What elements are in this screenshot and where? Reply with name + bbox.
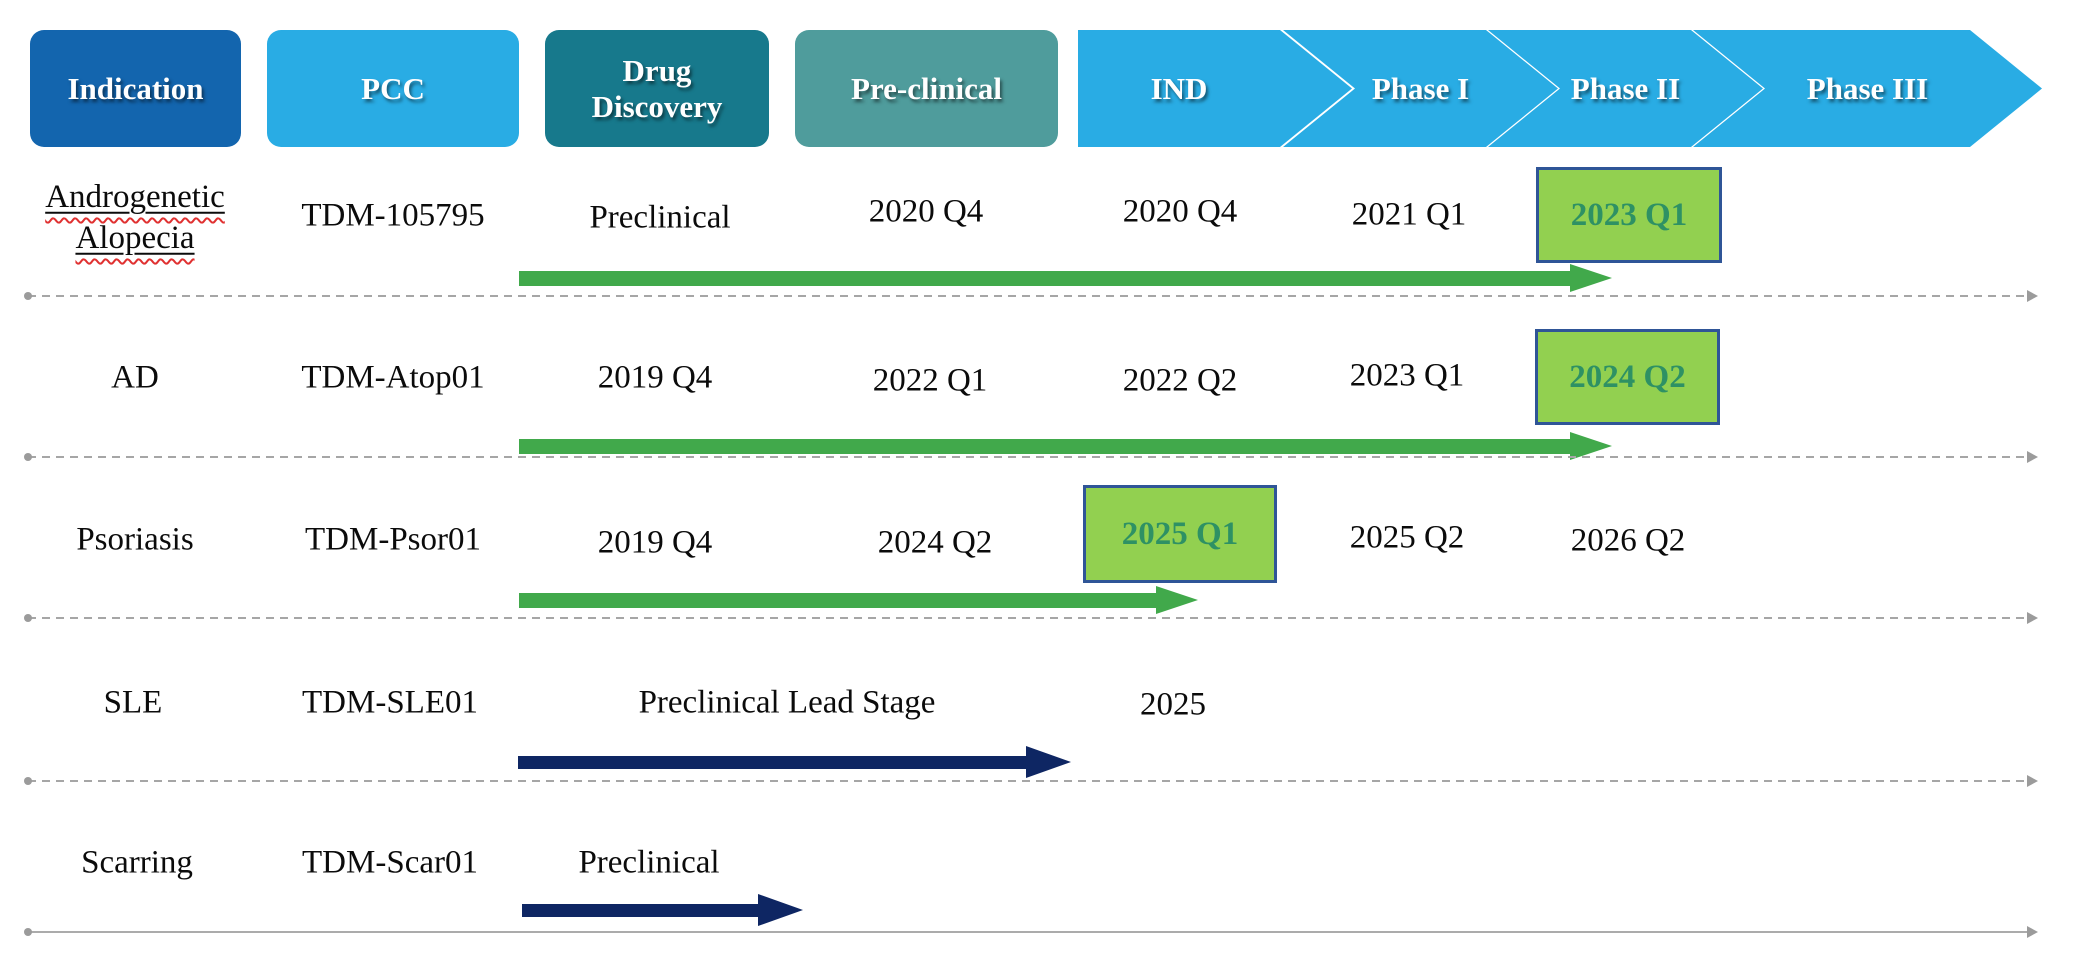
progress-arrow-green (519, 586, 1198, 614)
header-indication: Indication (30, 30, 241, 147)
cell-indication: AD (111, 359, 159, 396)
row-separator-dashed (24, 290, 2038, 302)
header-label: Pre-clinical (851, 70, 1002, 106)
header-label: Phase I (1371, 70, 1470, 106)
arrow-bar (522, 903, 758, 917)
cell-phase-1: 2023 Q1 (1349, 357, 1465, 394)
cell-pcc: TDM-105795 (301, 197, 485, 234)
progress-arrow-navy (522, 894, 803, 926)
cell-drug-discovery: 2019 Q4 (597, 524, 713, 561)
arrow-bar (519, 270, 1570, 286)
header-drug-discovery: Drug Discovery (545, 30, 769, 147)
cell-pcc: TDM-SLE01 (302, 684, 478, 721)
cell-stage-note: Preclinical Lead Stage (638, 684, 936, 721)
header-pcc: PCC (267, 30, 519, 147)
progress-arrow-green (519, 432, 1612, 460)
cell-ind: 2022 Q2 (1122, 362, 1238, 399)
cell-indication: Psoriasis (76, 521, 194, 558)
progress-arrow-navy (518, 746, 1071, 778)
header-pre-clinical: Pre-clinical (795, 30, 1058, 147)
header-phase-3: Phase III (1693, 30, 2042, 147)
header-label: PCC (361, 70, 425, 106)
header-label: Phase II (1570, 70, 1681, 106)
row-separator-dashed (24, 612, 2038, 624)
milestone-box: 2023 Q1 (1536, 167, 1722, 263)
progress-arrow-green (519, 264, 1612, 292)
header-label: Indication (67, 70, 204, 106)
cell-pre-clinical: 2024 Q2 (877, 524, 993, 561)
cell-stage-note: Preclinical (578, 844, 720, 881)
cell-pre-clinical: 2020 Q4 (868, 193, 984, 230)
cell-ind: 2025 (1140, 686, 1206, 723)
cell-pcc: TDM-Atop01 (301, 359, 485, 396)
row-separator-dashed (24, 451, 2038, 463)
milestone-text: 2024 Q2 (1569, 358, 1686, 395)
cell-ind: 2020 Q4 (1122, 193, 1238, 230)
indication-text: Alopecia (75, 220, 195, 256)
indication-text: Androgenetic (45, 178, 225, 215)
cell-indication: SLE (103, 684, 163, 721)
arrow-head-icon (1570, 264, 1612, 292)
row-separator-dashed (24, 775, 2038, 787)
arrow-head-icon (758, 894, 803, 926)
milestone-box: 2025 Q1 (1083, 485, 1277, 583)
cell-indication: Scarring (81, 844, 193, 881)
arrow-bar (519, 438, 1570, 454)
cell-drug-discovery: Preclinical (589, 199, 731, 236)
cell-drug-discovery: 2019 Q4 (597, 359, 713, 396)
cell-pcc: TDM-Scar01 (302, 844, 478, 881)
arrow-head-icon (1570, 432, 1612, 460)
arrow-head-icon (1156, 586, 1198, 614)
cell-indication: Androgenetic Alopecia (45, 177, 225, 260)
milestone-box: 2024 Q2 (1535, 329, 1720, 425)
header-label: IND (1150, 70, 1208, 106)
header-label: Phase III (1806, 70, 1929, 106)
milestone-text: 2023 Q1 (1570, 196, 1688, 233)
cell-pre-clinical: 2022 Q1 (872, 362, 988, 399)
milestone-text: 2025 Q1 (1121, 515, 1239, 552)
cell-pcc: TDM-Psor01 (304, 521, 482, 558)
arrow-head-icon (1026, 746, 1071, 778)
cell-phase-1: 2021 Q1 (1351, 196, 1467, 233)
arrow-bar (519, 592, 1156, 608)
cell-phase-1: 2025 Q2 (1349, 519, 1465, 556)
bottom-line (24, 926, 2038, 938)
cell-phase-2: 2026 Q2 (1570, 522, 1686, 559)
header-label: Drug Discovery (591, 52, 723, 124)
arrow-bar (518, 755, 1026, 769)
